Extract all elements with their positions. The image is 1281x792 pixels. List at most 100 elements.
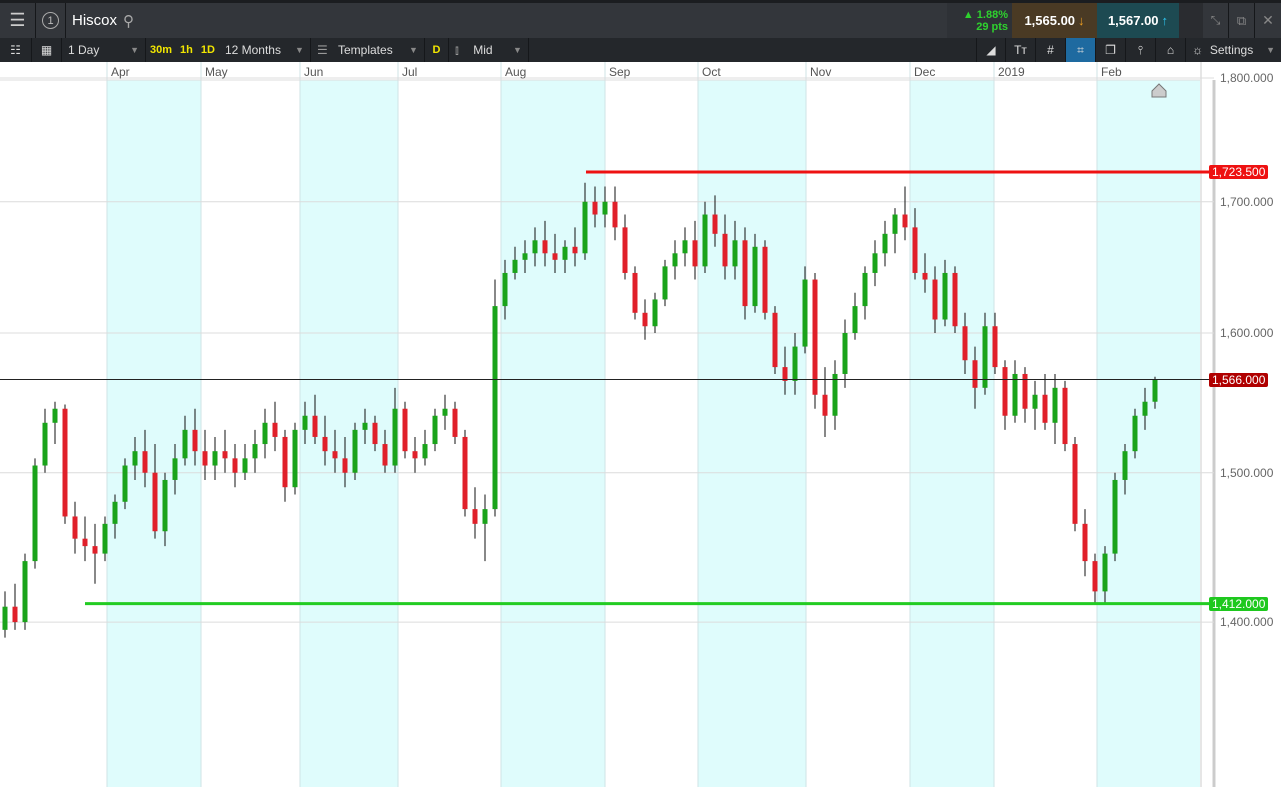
candle-body <box>872 253 878 273</box>
crosshair-icon[interactable]: ⌗ <box>1066 38 1096 62</box>
chart-canvas[interactable] <box>0 62 1281 787</box>
candle-body <box>892 214 898 234</box>
interval-1d[interactable]: 1D <box>200 44 215 56</box>
templates-dropdown[interactable]: ☰ Templates ▼ <box>311 38 425 62</box>
candle-body <box>632 272 638 313</box>
candle-body <box>842 333 848 374</box>
candle-body <box>592 201 598 215</box>
candle-body <box>122 465 128 502</box>
indicator-icon[interactable]: ⫯ <box>1126 38 1156 62</box>
candles-icon: ⫾ <box>454 42 459 57</box>
y-tick-label: 1,400.000 <box>1220 615 1274 630</box>
sliders-icon: ☰ <box>316 43 328 57</box>
candle-body <box>432 415 438 445</box>
candle-body <box>662 266 668 300</box>
candle-body <box>712 214 718 234</box>
text-icon[interactable]: Tт <box>1006 38 1036 62</box>
chart-toolbar: ☷ ▦ 1 Day ▼ 30m 1h 1D 12 Months ▼ ☰ Templat… <box>0 38 1281 62</box>
candle-body <box>442 408 448 416</box>
candle-body <box>502 272 508 307</box>
candle-body <box>262 422 268 445</box>
settings-dropdown[interactable]: ☼ Settings ▼ <box>1192 43 1275 57</box>
candle-body <box>1082 523 1088 562</box>
candle-body <box>382 444 388 466</box>
candle-body <box>292 429 298 488</box>
windows-icon[interactable]: ❐ <box>1096 38 1126 62</box>
candle-body <box>72 516 78 539</box>
candle-body <box>42 422 48 466</box>
candle-body <box>252 444 258 459</box>
popout-icon[interactable]: ⧉ <box>1229 3 1255 38</box>
candle-body <box>732 240 738 267</box>
month-shade <box>910 80 994 787</box>
close-icon[interactable]: ✕ <box>1262 12 1274 28</box>
x-tick-label: Nov <box>810 65 832 79</box>
x-tick-label: Dec <box>914 65 936 79</box>
candle-body <box>722 233 728 267</box>
candle-body <box>832 373 838 416</box>
candle-body <box>272 422 278 437</box>
candle-body <box>1072 444 1078 524</box>
candle-body <box>452 408 458 437</box>
candle-body <box>192 429 198 452</box>
candle-body <box>912 227 918 273</box>
candle-body <box>212 451 218 466</box>
interval-30m[interactable]: 30m <box>150 44 173 56</box>
month-shade <box>1097 80 1200 787</box>
candle-body <box>582 201 588 254</box>
list-icon[interactable]: ☷ <box>0 38 32 62</box>
price-chart[interactable]: Apr May Jun Jul Aug Sep Oct Nov Dec 2019 Feb 1,800.… <box>0 62 1281 787</box>
candle-body <box>562 246 568 260</box>
candle-body <box>622 227 628 273</box>
d-badge[interactable]: D <box>425 38 449 62</box>
candle-body <box>812 279 818 395</box>
minimize-icon[interactable]: ⤡ <box>1203 3 1229 38</box>
candle-body <box>602 201 608 215</box>
candle-body <box>1012 373 1018 416</box>
candle-body <box>1062 387 1068 445</box>
candle-body <box>522 253 528 260</box>
x-tick-label: Aug <box>505 65 527 79</box>
candle-body <box>472 509 478 524</box>
x-tick-label: Jun <box>304 65 324 79</box>
arrow-down-icon: ↓ <box>1078 13 1085 28</box>
candle-body <box>702 214 708 267</box>
y-tick-label: 1,700.000 <box>1220 194 1274 209</box>
layout-icon[interactable]: ▦ <box>32 38 62 62</box>
candle-body <box>762 246 768 313</box>
workspace-badge[interactable]: 1 <box>36 3 66 38</box>
candle-body <box>942 272 948 320</box>
candle-body <box>552 253 558 260</box>
candle-body <box>1132 415 1138 452</box>
candle-body <box>152 472 158 532</box>
search-icon[interactable]: ⚲ <box>123 12 135 30</box>
interval-dropdown[interactable]: 1 Day ▼ <box>62 38 146 62</box>
candle-body <box>52 408 58 423</box>
price-type-dropdown[interactable]: ⫾ Mid ▼ <box>449 38 529 62</box>
draw-line-icon[interactable]: ◢ <box>976 38 1006 62</box>
drag-handle[interactable] <box>1179 3 1203 38</box>
candle-body <box>282 436 288 488</box>
candle-body <box>492 306 498 510</box>
buy-button[interactable]: 1,567.00 ↑ <box>1097 3 1179 38</box>
candle-body <box>772 312 778 368</box>
tag-icon[interactable]: ⌂ <box>1156 38 1186 62</box>
chevron-down-icon: ▼ <box>513 45 522 55</box>
grid-icon[interactable]: # <box>1036 38 1066 62</box>
menu-icon[interactable]: ☰ <box>0 3 36 38</box>
candle-body <box>202 451 208 466</box>
candle-body <box>972 360 978 388</box>
x-tick-label: Oct <box>702 65 721 79</box>
candle-body <box>1152 379 1158 402</box>
candle-body <box>692 240 698 267</box>
candle-body <box>222 451 228 459</box>
candle-body <box>922 272 928 280</box>
candle-body <box>162 479 168 532</box>
sell-button[interactable]: 1,565.00 ↓ <box>1012 3 1097 38</box>
instrument-name[interactable]: Hiscox <box>72 12 118 29</box>
candle-body <box>312 415 318 437</box>
candle-body <box>22 561 28 623</box>
candle-body <box>992 326 998 368</box>
range-dropdown[interactable]: 12 Months ▼ <box>219 38 311 62</box>
interval-1h[interactable]: 1h <box>180 44 193 56</box>
